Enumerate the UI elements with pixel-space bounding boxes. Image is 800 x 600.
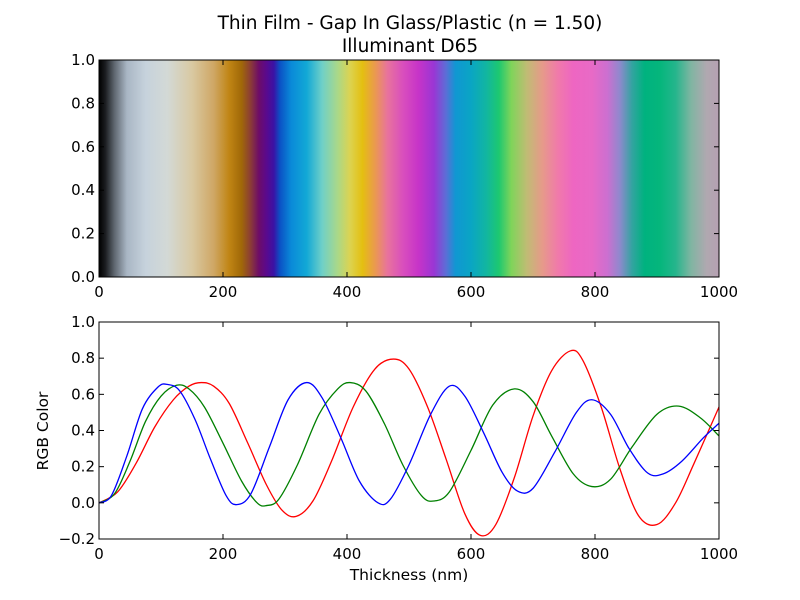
rgb-series-group (99, 349, 719, 537)
rgb-axis-ticks: 0 200 400 600 800 1000 −0.2 0.0 0.2 0.4 0.6 0.8 1.0 (59, 313, 739, 563)
x-tick-label: 0 (94, 283, 104, 301)
rgb-series-line (99, 381, 719, 506)
y-tick-label: 0.6 (71, 385, 95, 403)
x-tick-label: 400 (333, 545, 362, 563)
x-tick-label: 800 (581, 283, 610, 301)
rgb-line-panel: 0 200 400 600 800 1000−0.20.00.20.40.60.81.0 … (34, 313, 738, 584)
x-tick-label: 600 (457, 283, 486, 301)
color-strip-panel: 0 200 400 600 800 1000 0.0 0.2 0.4 0.6 0.8 1.0 (71, 51, 738, 301)
rgb-plot-frame (98, 321, 720, 540)
y-tick-label: 0.6 (71, 138, 95, 156)
x-tick-label: 200 (209, 283, 238, 301)
figure-title-line2: Illuminant D65 (342, 36, 478, 57)
y-tick-label: 0.0 (71, 268, 95, 286)
x-tick-label: 1000 (700, 283, 738, 301)
y-tick-label: 0.4 (71, 181, 95, 199)
x-axis-label: Thickness (nm) (349, 566, 469, 584)
color-strip-frame (98, 59, 720, 278)
rgb-series-line (99, 381, 719, 507)
y-tick-label: 1.0 (71, 51, 95, 69)
color-strip-ticks: 0 200 400 600 800 1000 0.0 0.2 0.4 0.6 0.8 1.0 (71, 51, 738, 301)
y-tick-label: 0.8 (71, 94, 95, 112)
y-tick-label: 0.8 (71, 349, 95, 367)
x-tick-label: 200 (209, 545, 238, 563)
y-tick-label: 0.0 (71, 494, 95, 512)
x-tick-label: 400 (333, 283, 362, 301)
x-tick-label: 0 (94, 545, 104, 563)
color-strip (99, 60, 719, 277)
y-tick-label: 0.2 (71, 225, 95, 243)
x-tick-label: 600 (457, 545, 486, 563)
figure-title-line1: Thin Film - Gap In Glass/Plastic (n = 1.… (217, 13, 603, 34)
rgb-series-line (99, 349, 719, 537)
y-tick-label: 0.2 (71, 458, 95, 476)
y-tick-label: −0.2 (59, 530, 95, 548)
y-tick-label: 0.4 (71, 422, 95, 440)
x-tick-label: 1000 (700, 545, 738, 563)
y-axis-label: RGB Color (34, 391, 52, 470)
x-tick-label: 800 (581, 545, 610, 563)
y-tick-label: 1.0 (71, 313, 95, 331)
